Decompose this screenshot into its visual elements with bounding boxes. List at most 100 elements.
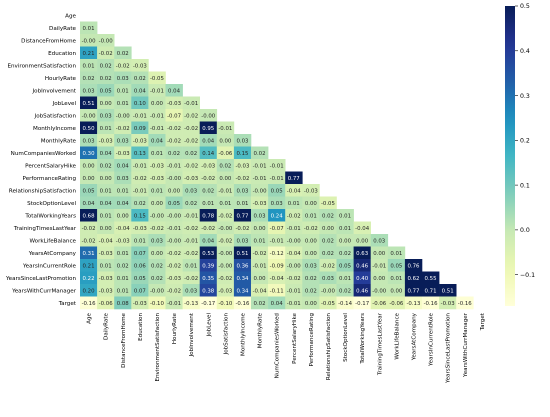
cell-value: 0.00 xyxy=(219,138,232,144)
cell-value: 0.03 xyxy=(236,188,248,194)
heatmap-cell xyxy=(97,121,115,135)
cell-value: 0.00 xyxy=(151,101,164,107)
cell-value: -0.03 xyxy=(116,151,130,157)
heatmap-cell xyxy=(80,196,98,210)
cell-value: 0.00 xyxy=(168,188,181,194)
heatmap-cell xyxy=(268,234,286,247)
heatmap-cell xyxy=(114,121,132,135)
cell-value: 0.00 xyxy=(356,238,369,244)
heatmap-cell xyxy=(336,246,354,260)
heatmap-cell xyxy=(182,109,200,122)
cell-value: -0.02 xyxy=(167,251,181,257)
heatmap-cell xyxy=(80,209,98,222)
cell-value: -0.06 xyxy=(372,301,387,307)
heatmap-cell xyxy=(165,296,183,310)
heatmap-cell xyxy=(199,196,218,210)
cell-value: 0.34 xyxy=(236,288,249,294)
heatmap-cell xyxy=(80,59,98,72)
colorbar-gradient xyxy=(505,6,515,306)
cell-value: 0.04 xyxy=(151,138,164,144)
heatmap-cell xyxy=(97,146,115,160)
heatmap-cell xyxy=(370,296,389,310)
cell-value: -0.02 xyxy=(184,163,198,169)
heatmap-cell xyxy=(148,271,166,285)
cell-value: 0.00 xyxy=(390,288,403,294)
heatmap-cell xyxy=(422,284,440,297)
cell-value: 0.21 xyxy=(83,51,95,57)
cell-value: 0.04 xyxy=(117,163,130,169)
column-tick-label: YearsWithCurrManager xyxy=(463,312,469,378)
cell-value: -0.02 xyxy=(82,238,96,244)
heatmap-cell xyxy=(148,96,166,110)
heatmap-cell xyxy=(182,221,200,235)
heatmap-cell xyxy=(353,259,371,272)
heatmap-cell xyxy=(114,59,132,72)
cell-value: -0.03 xyxy=(150,163,164,169)
cell-value: 0.03 xyxy=(271,201,283,207)
cell-value: -0.03 xyxy=(133,226,147,232)
heatmap-cell xyxy=(97,234,115,247)
heatmap-cell xyxy=(148,184,166,197)
cell-value: 0.01 xyxy=(202,201,214,207)
heatmap-cell xyxy=(148,221,166,235)
heatmap-cell xyxy=(148,121,166,135)
heatmap-cell xyxy=(353,221,371,235)
heatmap-cell xyxy=(165,246,183,260)
cell-value: -0.03 xyxy=(441,301,455,307)
cell-value: -0.00 xyxy=(287,238,302,244)
heatmap-cell xyxy=(285,209,303,222)
row-tick-label: DistanceFromHome xyxy=(21,38,76,44)
cell-value: 0.05 xyxy=(271,188,283,194)
cell-value: -0.00 xyxy=(99,38,114,44)
cell-value: 0.00 xyxy=(219,176,232,182)
column-tick-label: NumCompaniesWorked xyxy=(275,313,281,379)
cell-value: 0.02 xyxy=(100,76,112,82)
heatmap-cell xyxy=(251,196,269,210)
heatmap-cell xyxy=(199,159,218,172)
heatmap-cell xyxy=(268,209,286,222)
heatmap-cell xyxy=(80,184,98,197)
row-tick-label: PercentSalaryHike xyxy=(25,163,76,169)
heatmap-cell xyxy=(285,234,303,247)
heatmap-cell xyxy=(404,259,423,272)
cell-value: 0.02 xyxy=(339,251,351,257)
cell-value: 0.46 xyxy=(356,288,369,294)
heatmap-cell xyxy=(353,271,371,285)
heatmap-cell xyxy=(165,221,183,235)
column-tick-label: MonthlyIncome xyxy=(240,312,246,356)
cell-value: -0.17 xyxy=(201,301,215,307)
heatmap-cell xyxy=(199,246,218,260)
cell-value: 0.71 xyxy=(425,288,437,294)
cell-value: 0.00 xyxy=(254,276,267,282)
cell-value: 0.00 xyxy=(100,101,113,107)
heatmap-cell xyxy=(182,96,200,110)
cell-value: -0.00 xyxy=(167,238,182,244)
heatmap-cell xyxy=(80,284,98,297)
heatmap-cell xyxy=(216,196,235,210)
cell-value: -0.03 xyxy=(201,163,215,169)
heatmap-cell xyxy=(404,284,423,297)
heatmap-cell xyxy=(199,221,218,235)
heatmap-cell xyxy=(182,234,200,247)
heatmap-cell xyxy=(370,259,389,272)
heatmap-cell xyxy=(80,296,98,310)
cell-value: 0.01 xyxy=(83,63,95,69)
cell-value: -0.00 xyxy=(372,288,387,294)
heatmap-cell xyxy=(148,109,166,122)
cell-value: 0.02 xyxy=(202,188,214,194)
cell-value: 0.04 xyxy=(202,138,215,144)
heatmap-cell xyxy=(97,284,115,297)
cell-value: 0.03 xyxy=(254,213,266,219)
cell-value: 0.50 xyxy=(83,126,96,132)
heatmap-cell xyxy=(336,284,354,297)
cell-value: 0.68 xyxy=(83,213,96,219)
heatmap-cell xyxy=(268,221,286,235)
cell-value: 0.05 xyxy=(339,263,351,269)
heatmap-cell xyxy=(131,234,149,247)
cell-value: -0.01 xyxy=(218,188,232,194)
heatmap-cell xyxy=(251,146,269,160)
cell-value: 0.00 xyxy=(151,251,164,257)
heatmap-cell xyxy=(165,209,183,222)
heatmap-cell xyxy=(216,146,235,160)
column-tick-label: MonthlyRate xyxy=(258,312,264,348)
